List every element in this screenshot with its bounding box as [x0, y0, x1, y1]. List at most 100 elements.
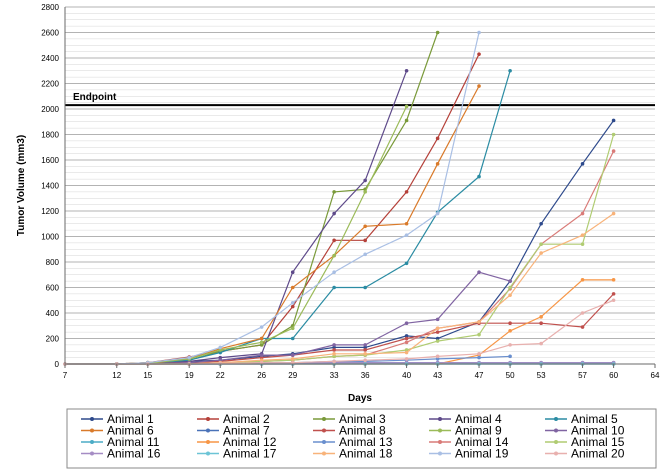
- legend-swatch-marker: [322, 428, 326, 433]
- data-point: [508, 329, 512, 333]
- data-point: [508, 321, 512, 326]
- legend-item: Animal 4: [429, 412, 502, 426]
- legend-swatch-marker: [90, 440, 94, 444]
- legend-item: Animal 10: [545, 424, 625, 438]
- legend-swatch-marker: [322, 451, 326, 456]
- legend-item: Animal 7: [197, 424, 270, 438]
- legend-swatch-marker: [206, 451, 210, 456]
- data-point: [404, 233, 409, 238]
- data-point: [477, 174, 481, 179]
- legend-swatch-marker: [90, 451, 94, 456]
- x-tick-label: 64: [651, 371, 660, 380]
- legend-swatch-marker: [438, 440, 442, 444]
- data-point: [435, 162, 440, 166]
- y-tick-label: 2800: [41, 3, 59, 12]
- data-point: [290, 336, 295, 341]
- data-point: [363, 345, 367, 350]
- data-point: [363, 252, 367, 257]
- data-point: [611, 298, 616, 303]
- data-point: [539, 321, 543, 326]
- y-tick-label: 2200: [41, 80, 59, 89]
- legend-item: Animal 15: [545, 435, 625, 449]
- data-point: [259, 358, 264, 362]
- legend-swatch-marker: [554, 417, 558, 421]
- axes: [64, 7, 655, 365]
- x-tick-label: 15: [143, 371, 152, 380]
- series-line: [65, 53, 480, 365]
- x-axis-label: Days: [348, 393, 372, 404]
- data-point: [435, 211, 440, 216]
- data-point: [363, 190, 367, 194]
- series-12: [63, 278, 616, 366]
- data-point: [290, 357, 295, 361]
- data-point: [259, 340, 264, 345]
- legend-label: Animal 18: [339, 447, 393, 461]
- endpoint-label: Endpoint: [73, 92, 117, 103]
- legend-label: Animal 6: [107, 424, 154, 438]
- y-tick-label: 0: [55, 360, 60, 369]
- legend-label: Animal 20: [571, 447, 625, 461]
- data-point: [611, 132, 616, 137]
- y-tick-label: 2400: [41, 54, 59, 63]
- data-point: [218, 355, 223, 360]
- data-point: [580, 311, 585, 315]
- data-point: [290, 270, 295, 275]
- data-point: [580, 233, 585, 238]
- y-tick-label: 200: [46, 335, 60, 344]
- y-tick-label: 600: [46, 284, 60, 293]
- data-point: [580, 162, 585, 166]
- x-tick-label: 29: [288, 371, 297, 380]
- legend: Animal 1 Animal 2 Animal 3 Animal 4 Animal 5…: [66, 408, 657, 469]
- series-6: [63, 84, 481, 366]
- series-14: [63, 149, 616, 366]
- data-point: [611, 149, 616, 153]
- x-tick-label: 50: [506, 371, 515, 380]
- legend-swatch-marker: [90, 428, 94, 433]
- data-point: [477, 352, 481, 356]
- data-point: [404, 336, 409, 341]
- data-point: [259, 325, 264, 329]
- x-tick-label: 33: [330, 371, 339, 380]
- legend-item: Animal 12: [197, 435, 277, 449]
- legend-swatch-marker: [554, 428, 558, 433]
- legend-label: Animal 14: [455, 435, 509, 449]
- data-point: [332, 270, 336, 275]
- data-point: [218, 348, 223, 352]
- y-tick-label: 800: [46, 258, 60, 267]
- data-point: [508, 343, 512, 347]
- data-point: [508, 285, 512, 290]
- legend-label: Animal 16: [107, 447, 161, 461]
- legend-item: Animal 18: [313, 447, 393, 461]
- legend-label: Animal 9: [455, 424, 502, 438]
- legend-item: Animal 3: [313, 412, 386, 426]
- series-line: [65, 32, 480, 365]
- data-point: [435, 30, 440, 35]
- data-point: [404, 190, 409, 194]
- data-point: [404, 118, 409, 123]
- data-point: [363, 285, 367, 290]
- x-tick-label: 53: [537, 371, 546, 380]
- data-point: [477, 84, 481, 88]
- legend-swatch-marker: [554, 451, 558, 456]
- data-point: [404, 348, 409, 352]
- legend-label: Animal 4: [455, 412, 502, 426]
- data-point: [580, 278, 585, 282]
- y-tick-label: 1800: [41, 131, 59, 140]
- legend-item: Animal 13: [313, 435, 393, 449]
- legend-swatch-marker: [438, 428, 442, 433]
- data-point: [290, 304, 295, 309]
- y-tick-label: 400: [46, 309, 60, 318]
- legend-label: Animal 1: [107, 412, 154, 426]
- data-point: [259, 353, 264, 357]
- data-point: [363, 224, 367, 229]
- x-tick-label: 40: [402, 371, 411, 380]
- legend-item: Animal 16: [81, 447, 161, 461]
- data-point: [363, 348, 367, 352]
- data-point: [332, 285, 336, 290]
- legend-item: Animal 17: [197, 447, 277, 461]
- series-line: [65, 120, 615, 365]
- data-point: [611, 278, 616, 282]
- series-9: [63, 104, 409, 366]
- data-point: [435, 357, 440, 361]
- data-point: [332, 253, 336, 258]
